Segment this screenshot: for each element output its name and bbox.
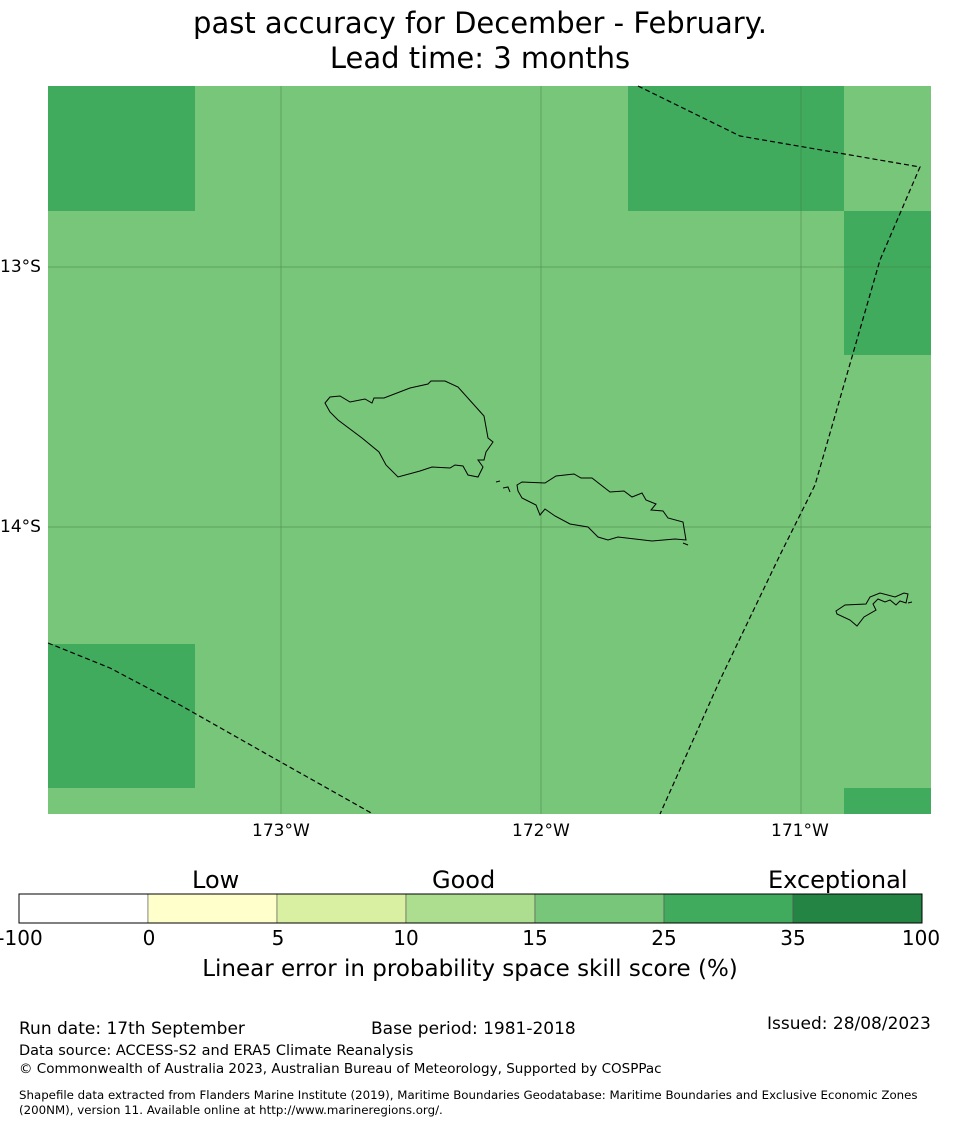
copyright: © Commonwealth of Australia 2023, Austra… bbox=[19, 1061, 662, 1077]
skill-cell-sw bbox=[48, 644, 195, 788]
colorbar-category-low: Low bbox=[192, 866, 240, 894]
eez-boundaries bbox=[47, 85, 921, 815]
colorbar-tick: 10 bbox=[393, 926, 419, 950]
colorbar-box bbox=[663, 893, 794, 924]
shapefile-credit-line-2: (200NM), version 11. Available online at… bbox=[19, 1103, 443, 1117]
shapefile-credit-line-1: Shapefile data extracted from Flanders M… bbox=[19, 1088, 918, 1102]
run-date: Run date: 17th September bbox=[19, 1019, 245, 1039]
lat-label-13s: 13°S bbox=[0, 257, 41, 277]
eez-boundary-south bbox=[47, 642, 374, 815]
colorbar-tick: 15 bbox=[522, 926, 548, 950]
data-source: Data source: ACCESS-S2 and ERA5 Climate … bbox=[19, 1043, 414, 1059]
skill-cell-east bbox=[844, 211, 931, 355]
colorbar-category-good: Good bbox=[432, 866, 496, 894]
colorbar-tick: 35 bbox=[780, 926, 806, 950]
tutuila-island bbox=[835, 592, 909, 627]
map-title-line-2: Lead time: 3 months bbox=[329, 41, 631, 75]
savaii-island bbox=[324, 380, 494, 478]
issued-date: Issued: 28/08/2023 bbox=[767, 1014, 931, 1034]
upolu-island bbox=[516, 473, 687, 542]
lon-label-171w: 171°W bbox=[771, 821, 829, 841]
colorbar-label: Linear error in probability space skill … bbox=[202, 956, 738, 982]
colorbar-tick: 5 bbox=[271, 926, 285, 950]
colorbar-box bbox=[405, 893, 536, 924]
base-period: Base period: 1981-2018 bbox=[371, 1019, 576, 1039]
colorbar-box bbox=[147, 893, 278, 924]
lat-label-14s: 14°S bbox=[0, 517, 41, 537]
colorbar-tick: 0 bbox=[142, 926, 156, 950]
skill-cell-nw bbox=[48, 86, 195, 211]
aunuu-islet bbox=[907, 601, 913, 604]
colorbar-outline bbox=[18, 893, 923, 924]
skill-cell-se bbox=[844, 788, 931, 814]
skill-cell-ne bbox=[628, 86, 844, 211]
lon-label-172w: 172°W bbox=[512, 821, 570, 841]
colorbar-box bbox=[792, 893, 923, 924]
apolima-islet bbox=[495, 480, 501, 483]
lon-label-173w: 173°W bbox=[252, 821, 310, 841]
colorbar-box bbox=[276, 893, 407, 924]
colorbar-box bbox=[534, 893, 665, 924]
map-title-line-1: past accuracy for December - February. bbox=[193, 6, 767, 40]
coastlines bbox=[324, 380, 913, 627]
colorbar-boxes bbox=[18, 893, 923, 924]
colorbar-tick: 25 bbox=[651, 926, 677, 950]
upolu-east-tip bbox=[682, 542, 689, 546]
graticule bbox=[48, 86, 931, 814]
colorbar-tick: 100 bbox=[901, 926, 941, 950]
colorbar-box bbox=[18, 893, 149, 924]
eez-boundary-east bbox=[637, 85, 921, 815]
colorbar-category-exceptional: Exceptional bbox=[768, 866, 908, 894]
manono-islet bbox=[502, 486, 511, 493]
colorbar-tick: -100 bbox=[0, 926, 43, 950]
